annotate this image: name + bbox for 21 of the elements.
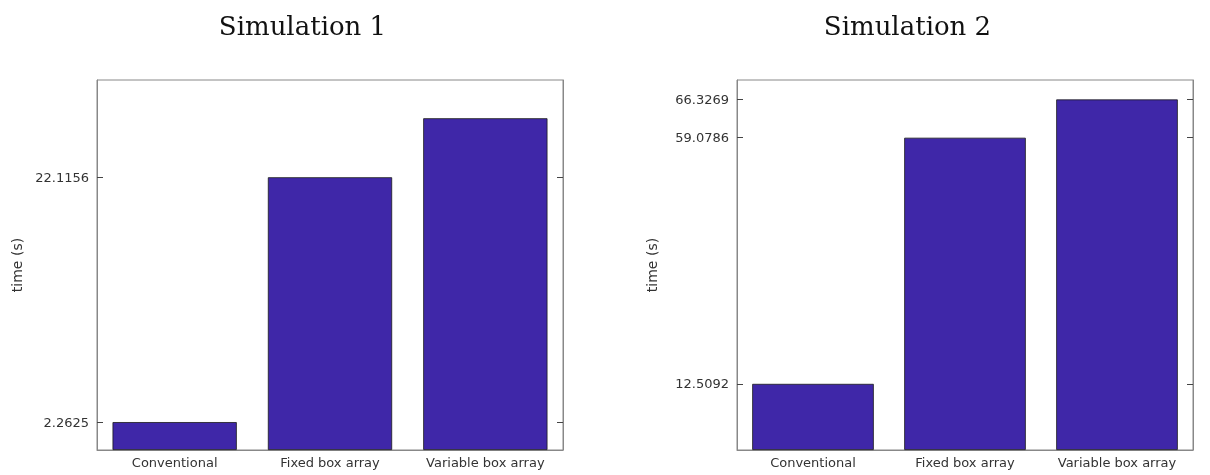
y-axis-title: time (s) (9, 237, 26, 293)
chart-title: Simulation 1 (218, 11, 387, 41)
x-tick-label: Conventional (131, 455, 218, 470)
x-tick-label: Fixed box array (280, 455, 381, 470)
x-tick-label: Variable box array (1057, 455, 1177, 470)
bar (1056, 99, 1178, 450)
x-tick-label: Variable box array (426, 455, 545, 470)
bar (423, 118, 548, 450)
x-tick-label: Fixed box array (915, 455, 1016, 470)
bar (267, 177, 393, 450)
y-tick-label: 22.1156 (35, 169, 89, 185)
y-tick-label: 66.3269 (675, 91, 729, 107)
y-tick-label: 2.2625 (43, 414, 89, 430)
x-tick-label: Conventional (770, 455, 856, 470)
bar (904, 137, 1026, 450)
chart-title: Simulation 2 (823, 11, 992, 41)
y-axis-title: time (s) (644, 237, 660, 293)
y-tick-label: 12.5092 (675, 376, 729, 392)
y-tick-label: 59.0786 (675, 130, 729, 146)
bar (112, 422, 237, 450)
bar (752, 383, 874, 450)
